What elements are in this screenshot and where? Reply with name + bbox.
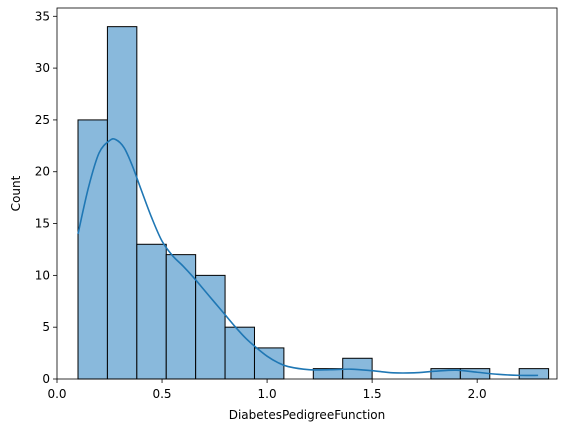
y-tick-label: 35 <box>35 9 50 23</box>
histogram-bar <box>77 119 108 380</box>
y-tick-label: 10 <box>35 268 50 282</box>
y-tick-label: 5 <box>42 320 50 334</box>
histogram-bar <box>224 326 255 380</box>
x-axis-label: DiabetesPedigreeFunction <box>229 408 386 422</box>
x-tick-label: 2.0 <box>468 387 487 401</box>
histogram-bar <box>106 26 138 380</box>
y-tick-label: 20 <box>35 165 50 179</box>
histogram-bars <box>77 26 550 380</box>
y-axis-label: Count <box>9 175 23 211</box>
histogram-bar <box>195 274 226 380</box>
histogram-bar <box>518 368 550 380</box>
y-tick-label: 25 <box>35 113 50 127</box>
plot-frame <box>56 7 558 380</box>
x-tick-label: 0.0 <box>47 387 66 401</box>
y-axis-ticks: 0 5 10 15 20 25 30 35 <box>35 9 57 386</box>
kde-curve <box>77 138 539 377</box>
histogram-bar <box>136 243 167 380</box>
x-tick-label: 1.0 <box>258 387 277 401</box>
y-tick-label: 30 <box>35 61 50 75</box>
x-tick-label: 1.5 <box>363 387 382 401</box>
y-tick-label: 0 <box>42 372 50 386</box>
x-axis-ticks: 0.0 0.5 1.0 1.5 2.0 <box>47 379 487 401</box>
y-tick-label: 15 <box>35 217 50 231</box>
histogram-bar <box>165 254 197 380</box>
x-tick-label: 0.5 <box>152 387 171 401</box>
